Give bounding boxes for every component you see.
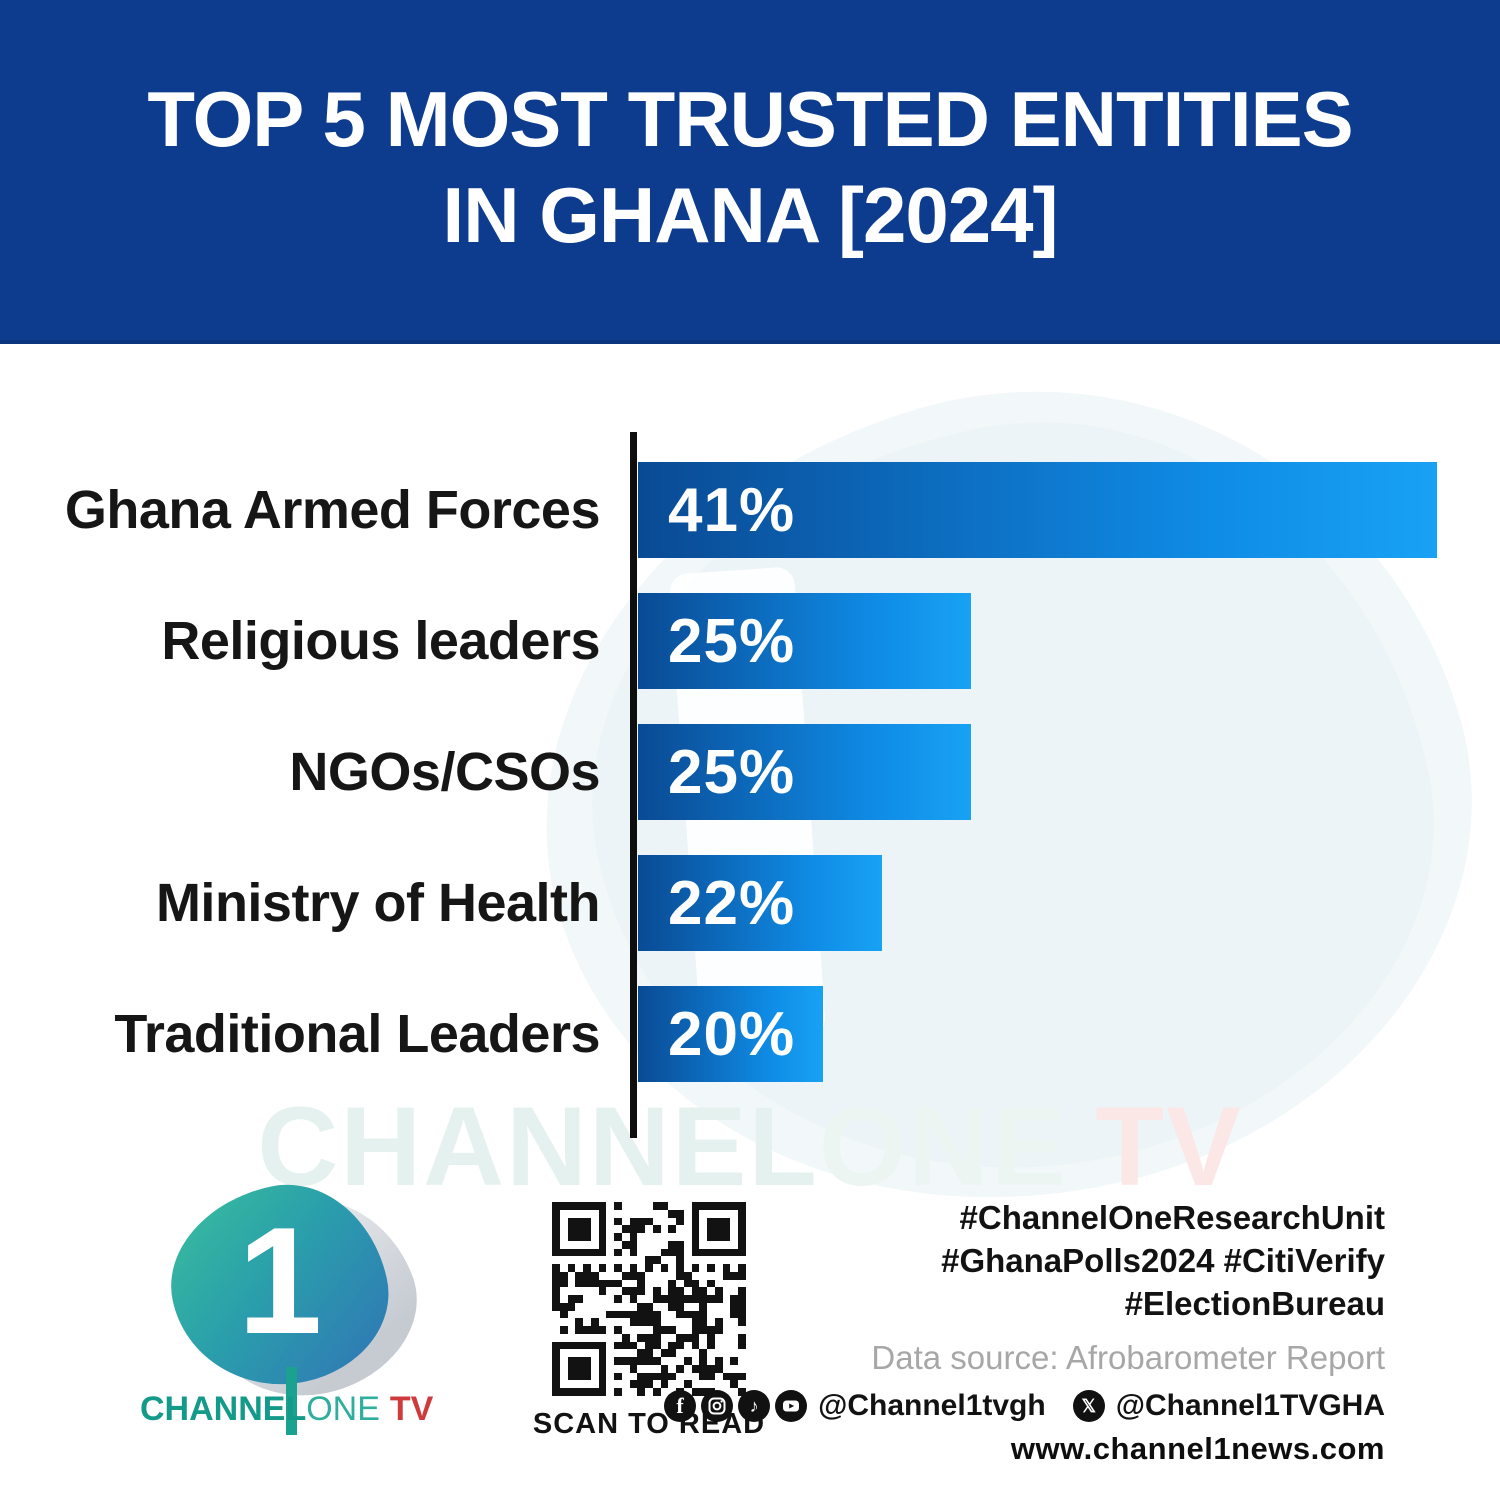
bar-row: Ministry of Health 22% xyxy=(0,855,1500,951)
logo-wordmark: CHANNELONE TV xyxy=(140,1390,434,1429)
channel-one-logo: 1 CHANNELONE TV xyxy=(140,1166,441,1445)
bar-chart: Ghana Armed Forces 41% Religious leaders… xyxy=(0,462,1500,1117)
watermark-tv: TV xyxy=(1095,1084,1243,1209)
page-title: TOP 5 MOST TRUSTED ENTITIES IN GHANA [20… xyxy=(147,71,1353,263)
logo-wordmark-one: ONE xyxy=(306,1390,380,1428)
qr-code xyxy=(552,1202,746,1396)
instagram-icon xyxy=(701,1390,734,1422)
bar-value-label: 41% xyxy=(668,475,796,545)
social-handle-x: @Channel1TVGHA xyxy=(1115,1389,1385,1422)
hashtags-line-2: #GhanaPolls2024 #CitiVerify xyxy=(941,1242,1385,1279)
social-row: f ♪ @Channel1tvgh 𝕏 @Channel1TVGHA xyxy=(664,1389,1385,1423)
watermark-one: ONE xyxy=(818,1084,1068,1209)
bar-value-label: 25% xyxy=(668,737,796,807)
watermark-channel: CHANNEL xyxy=(257,1084,819,1209)
bar-row: Ghana Armed Forces 41% xyxy=(0,462,1500,558)
bar-row: Religious leaders 25% xyxy=(0,593,1500,689)
x-icon: 𝕏 xyxy=(1072,1390,1105,1422)
bar-value-label: 22% xyxy=(668,868,796,938)
bar: 25% xyxy=(638,724,971,820)
data-source: Data source: Afrobarometer Report xyxy=(871,1339,1385,1376)
bar: 25% xyxy=(638,593,971,689)
logo-digit-one: 1 xyxy=(237,1196,323,1366)
bar: 41% xyxy=(638,462,1437,558)
tiktok-icon: ♪ xyxy=(738,1390,771,1422)
hashtags-line-1: #ChannelOneResearchUnit xyxy=(959,1199,1385,1236)
page-title-line1: TOP 5 MOST TRUSTED ENTITIES xyxy=(147,75,1353,163)
hashtags-line-3: #ElectionBureau xyxy=(1124,1285,1385,1322)
bar: 20% xyxy=(638,986,823,1082)
category-label: NGOs/CSOs xyxy=(289,742,600,802)
website-url: www.channel1news.com xyxy=(1010,1431,1385,1466)
bar-row: NGOs/CSOs 25% xyxy=(0,724,1500,820)
header-band: TOP 5 MOST TRUSTED ENTITIES IN GHANA [20… xyxy=(0,0,1500,344)
logo-wordmark-channel: CHANNEL xyxy=(140,1390,307,1428)
category-label: Ghana Armed Forces xyxy=(64,480,601,540)
social-handle-main: @Channel1tvgh xyxy=(818,1389,1046,1422)
youtube-icon xyxy=(775,1390,808,1422)
footer-right-column: #ChannelOneResearchUnit #GhanaPolls2024 … xyxy=(664,1196,1385,1467)
category-label: Ministry of Health xyxy=(155,873,601,933)
facebook-icon: f xyxy=(664,1390,697,1422)
bar-row: Traditional Leaders 20% xyxy=(0,986,1500,1082)
y-axis-line xyxy=(630,432,637,1138)
bar-value-label: 25% xyxy=(668,606,796,676)
bar-value-label: 20% xyxy=(668,999,796,1069)
category-label: Religious leaders xyxy=(161,611,600,671)
logo-wordmark-tv: TV xyxy=(389,1390,434,1428)
page-title-line2: IN GHANA [2024] xyxy=(442,171,1059,259)
category-label: Traditional Leaders xyxy=(114,1004,600,1064)
bar: 22% xyxy=(638,855,882,951)
logo-digit-stem xyxy=(286,1367,297,1435)
watermark-text: CHANNELONE TV xyxy=(0,1082,1500,1211)
